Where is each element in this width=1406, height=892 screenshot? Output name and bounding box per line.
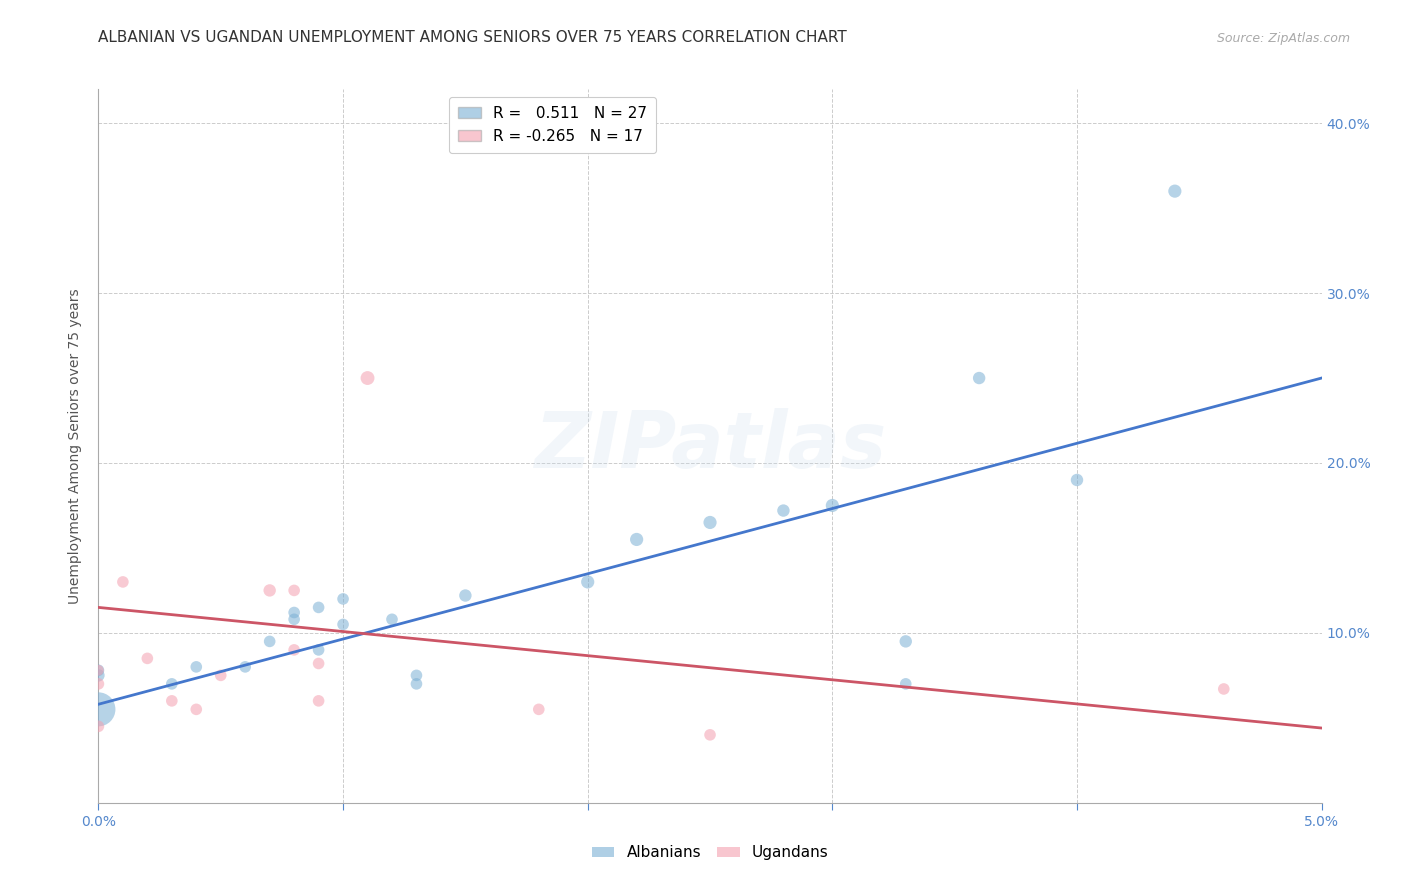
Point <box>186 702 208 716</box>
Text: ZIPatlas: ZIPatlas <box>534 408 886 484</box>
Point <box>332 591 354 606</box>
Point <box>259 634 281 648</box>
Y-axis label: Unemployment Among Seniors over 75 years: Unemployment Among Seniors over 75 years <box>69 288 83 604</box>
Point <box>87 702 110 716</box>
Point <box>772 503 794 517</box>
Point <box>87 719 110 733</box>
Point <box>527 702 550 716</box>
Text: Source: ZipAtlas.com: Source: ZipAtlas.com <box>1216 31 1350 45</box>
Point <box>308 657 330 671</box>
Point <box>1164 184 1187 198</box>
Point <box>283 583 305 598</box>
Point <box>283 643 305 657</box>
Point <box>626 533 648 547</box>
Point <box>699 728 721 742</box>
Point <box>160 677 183 691</box>
Point <box>233 660 256 674</box>
Point <box>259 583 281 598</box>
Point <box>111 574 134 589</box>
Point <box>87 677 110 691</box>
Point <box>283 612 305 626</box>
Text: ALBANIAN VS UGANDAN UNEMPLOYMENT AMONG SENIORS OVER 75 YEARS CORRELATION CHART: ALBANIAN VS UGANDAN UNEMPLOYMENT AMONG S… <box>98 29 848 45</box>
Point <box>381 612 404 626</box>
Point <box>576 574 599 589</box>
Point <box>308 600 330 615</box>
Point <box>894 634 917 648</box>
Point <box>405 677 427 691</box>
Point <box>967 371 990 385</box>
Point <box>821 499 844 513</box>
Point <box>894 677 917 691</box>
Point <box>87 663 110 677</box>
Point <box>308 694 330 708</box>
Point <box>136 651 159 665</box>
Point <box>308 643 330 657</box>
Point <box>699 516 721 530</box>
Point <box>356 371 378 385</box>
Point <box>405 668 427 682</box>
Point <box>283 606 305 620</box>
Point <box>186 660 208 674</box>
Legend: Albanians, Ugandans: Albanians, Ugandans <box>585 839 835 866</box>
Point <box>87 663 110 677</box>
Point <box>87 668 110 682</box>
Point <box>332 617 354 632</box>
Point <box>1212 681 1234 696</box>
Point <box>454 589 477 603</box>
Point <box>1066 473 1088 487</box>
Point <box>160 694 183 708</box>
Point <box>209 668 232 682</box>
